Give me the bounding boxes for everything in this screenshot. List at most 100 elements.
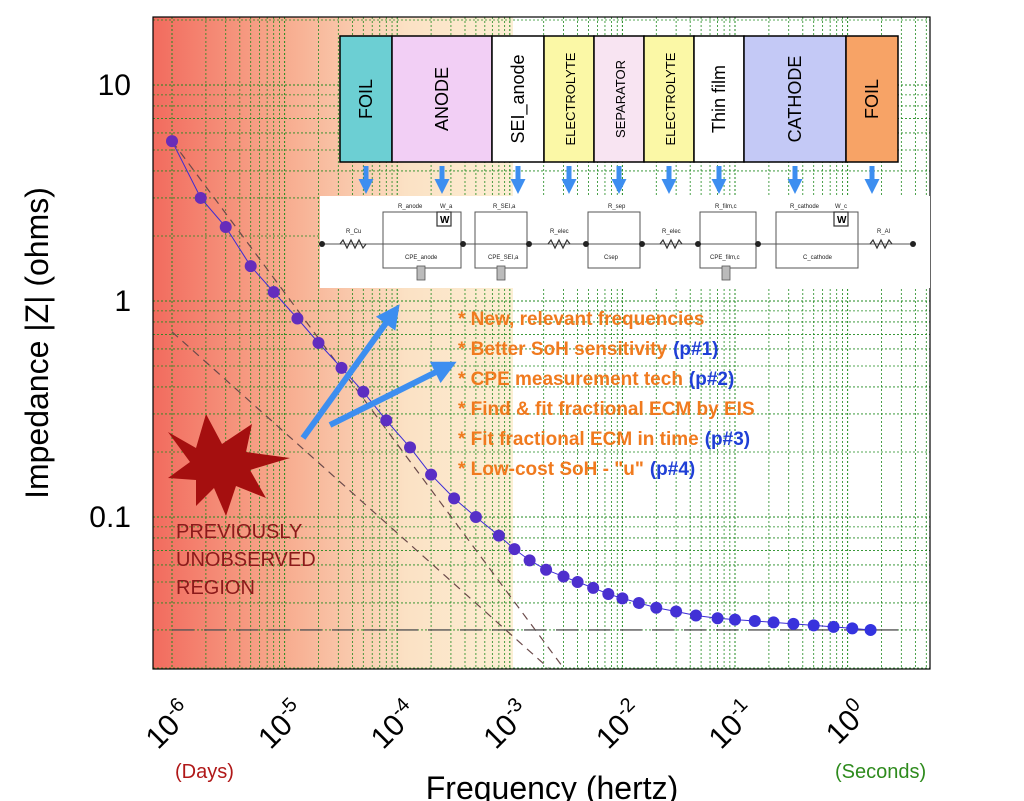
x-tick-text: 10-3 <box>475 694 537 756</box>
x-tick-label: 10-1 <box>700 694 762 756</box>
cell-layer-box <box>491 35 545 163</box>
bullet-3: * CPE measurement tech (p#2) <box>458 369 734 390</box>
y-tick-label: 1 <box>114 285 131 318</box>
ecm-label-w-c: W_c <box>835 204 847 210</box>
y-axis-ticks: 10 1 0.1 <box>89 69 131 534</box>
ecm-label-r-elec-1: R_elec <box>550 229 569 235</box>
data-point <box>508 543 521 556</box>
data-point <box>602 588 615 601</box>
data-point <box>219 221 232 234</box>
data-point <box>267 286 280 299</box>
region-label-line-3: REGION <box>176 577 255 599</box>
x-tick-text: 10-4 <box>363 694 425 756</box>
cpe-element-film <box>721 265 731 281</box>
ecm-label-cpe-film: CPE_film,c <box>710 255 740 261</box>
bullet-5: * Fit fractional ECM in time (p#3) <box>458 429 750 450</box>
warburg-symbol-cathode: W <box>837 215 847 226</box>
ecm-label-r-sep: R_sep <box>608 204 626 210</box>
x-tick-label: 10-6 <box>140 694 190 756</box>
cell-layer-label: SEPARATOR <box>613 60 628 138</box>
data-point <box>846 622 859 635</box>
x-axis-title: Frequency (hertz) <box>426 770 679 801</box>
bullet-6: * Low-cost SoH - "u" (p#4) <box>458 459 695 480</box>
cell-layer-box <box>643 35 695 163</box>
y-tick-label: 10 <box>98 69 131 102</box>
region-label-line-1: PREVIOUSLY <box>176 521 302 543</box>
warburg-element-cathode <box>833 211 849 227</box>
data-point <box>711 612 724 625</box>
days-label: (Days) <box>175 761 234 783</box>
cpe-element-sei <box>496 265 506 281</box>
y-tick-label: 0.1 <box>89 501 131 534</box>
x-tick-label: 10-2 <box>588 694 650 756</box>
cell-layer-label: Thin film <box>709 65 729 133</box>
callout-arrow-1 <box>300 304 400 440</box>
data-point <box>557 570 570 583</box>
bullet-2-ref: (p#1) <box>673 339 718 360</box>
x-tick-label: 10-3 <box>475 694 537 756</box>
cell-layer-diagram: FOIL ANODE SEI_anode ELECTROLYTE SEPARATOR EL… <box>339 35 899 163</box>
cell-layer-label: FOIL <box>862 79 882 119</box>
data-point <box>291 312 304 325</box>
ecm-label-r-film: R_film,c <box>715 204 737 210</box>
bullet-2-text: * Better SoH sensitivity <box>458 339 667 360</box>
data-point <box>587 581 600 594</box>
region-label-line-2: UNOBSERVED <box>176 549 316 571</box>
cell-layer-label: SEI_anode <box>508 54 529 143</box>
warburg-element-anode <box>436 211 452 227</box>
x-axis-ticks: 10-6 10-5 10-4 10-3 10-2 10-1 100 <box>140 694 867 756</box>
data-point <box>194 191 207 204</box>
cpe-element-anode <box>416 265 426 281</box>
data-point <box>767 616 780 629</box>
data-point <box>729 613 741 626</box>
x-tick-text: 10-5 <box>250 694 312 756</box>
data-point <box>632 596 645 609</box>
burst-icon <box>168 414 290 516</box>
data-point <box>380 414 393 427</box>
cell-layer-box <box>339 35 393 163</box>
data-point <box>616 592 629 605</box>
bullet-4: * Find & fit fractional ECM by EIS <box>458 399 755 420</box>
x-tick-label: 100 <box>820 694 867 751</box>
resistor-r-elec-2 <box>659 238 683 250</box>
bullet-2: * Better SoH sensitivity (p#1) <box>458 339 718 360</box>
bullet-6-ref: (p#4) <box>650 459 695 480</box>
data-point <box>689 609 702 622</box>
x-tick-text: 10-1 <box>700 694 762 756</box>
data-point <box>448 492 461 505</box>
x-tick-label: 10-5 <box>250 694 312 756</box>
bullet-1-text: * New, relevant frequencies <box>458 309 704 330</box>
ecm-node <box>583 241 589 247</box>
cell-layer-box <box>845 35 899 163</box>
data-point <box>864 623 877 636</box>
equivalent-circuit-diagram: R_Cu R_anode W_a W CPE_anode R_SEI,a CPE… <box>319 196 930 288</box>
ecm-label-c-cathode: C_cathode <box>803 255 833 261</box>
cell-layer-box <box>593 35 645 163</box>
data-point <box>357 385 370 398</box>
cell-layer-box <box>543 35 595 163</box>
x-tick-text: 10-2 <box>588 694 650 756</box>
bullet-3-ref: (p#2) <box>689 369 734 390</box>
ecm-label-r-sei: R_SEI,a <box>493 204 516 210</box>
cell-layer-label: ELECTROLYTE <box>563 52 578 145</box>
cathode-branch <box>775 211 859 269</box>
plot-frame <box>152 16 931 670</box>
ecm-node <box>526 241 532 247</box>
data-point <box>787 617 800 630</box>
bullet-list: * New, relevant frequencies * Better SoH… <box>458 309 755 480</box>
data-point <box>404 441 417 454</box>
ecm-label-cpe-anode: CPE_anode <box>405 255 438 261</box>
ecm-node <box>460 241 466 247</box>
resistor-r-elec-1 <box>547 238 571 250</box>
data-point <box>312 336 325 349</box>
data-point <box>748 615 761 628</box>
x-tick-label: 10-4 <box>363 694 425 756</box>
bullet-5-text: * Fit fractional ECM in time <box>458 429 699 450</box>
data-point <box>244 260 257 273</box>
data-point <box>469 511 482 523</box>
callout-arrow-2 <box>328 361 457 428</box>
ecm-label-w-a: W_a <box>440 204 453 210</box>
ecm-node <box>755 241 761 247</box>
data-point <box>670 605 683 618</box>
